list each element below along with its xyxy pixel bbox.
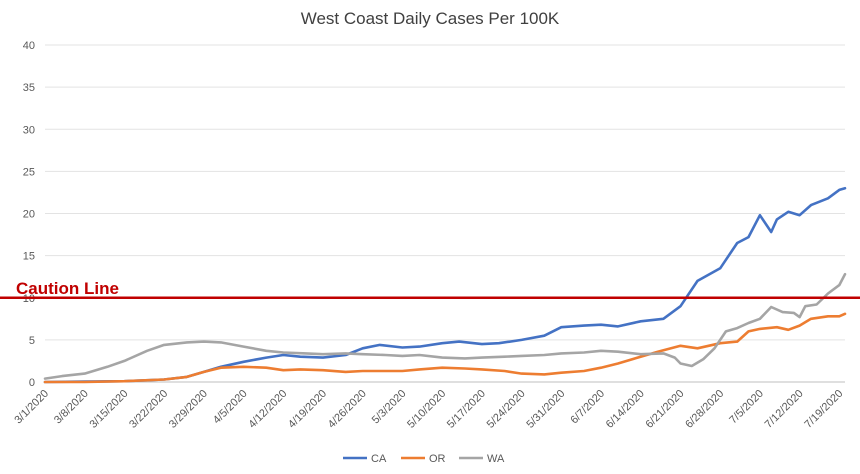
x-tick-label: 3/22/2020 (127, 388, 170, 431)
legend-label-wa: WA (487, 453, 505, 465)
x-tick-label: 7/5/2020 (727, 388, 766, 427)
x-tick-label: 4/19/2020 (286, 388, 329, 431)
y-tick-label: 20 (23, 209, 35, 221)
x-tick-label: 6/7/2020 (568, 388, 607, 427)
x-tick-label: 3/15/2020 (87, 388, 130, 431)
y-tick-label: 30 (23, 124, 35, 136)
y-tick-label: 40 (23, 40, 35, 52)
y-tick-label: 0 (29, 377, 35, 389)
x-tick-label: 5/3/2020 (370, 388, 409, 427)
x-tick-label: 4/5/2020 (211, 388, 250, 427)
chart-title: West Coast Daily Cases Per 100K (301, 9, 560, 28)
series-line-or (43, 312, 847, 384)
caution-line-label: Caution Line (16, 279, 119, 298)
x-tick-label: 5/17/2020 (445, 388, 488, 431)
x-tick-label: 7/19/2020 (802, 388, 845, 431)
x-tick-label: 3/29/2020 (167, 388, 210, 431)
x-tick-label: 3/1/2020 (12, 388, 51, 427)
caution-reference: Caution Line (0, 279, 860, 300)
x-tick-label: 4/26/2020 (326, 388, 369, 431)
legend: CA OR WA (343, 453, 505, 465)
series-line-ca (43, 186, 847, 384)
x-tick-label: 6/21/2020 (643, 388, 686, 431)
x-tick-label: 6/28/2020 (683, 388, 726, 431)
x-tick-label: 7/12/2020 (763, 388, 806, 431)
y-axis-ticks: 0510152025303540 (23, 40, 35, 389)
series-line-wa (43, 272, 847, 380)
y-tick-label: 35 (23, 82, 35, 94)
series-lines (43, 186, 847, 384)
x-tick-label: 3/8/2020 (52, 388, 91, 427)
x-tick-label: 5/24/2020 (485, 388, 528, 431)
y-tick-label: 5 (29, 335, 35, 347)
x-tick-label: 5/31/2020 (524, 388, 567, 431)
legend-label-ca: CA (371, 453, 387, 465)
y-tick-label: 15 (23, 251, 35, 263)
y-tick-label: 25 (23, 166, 35, 178)
x-tick-label: 5/10/2020 (405, 388, 448, 431)
x-tick-label: 6/14/2020 (604, 388, 647, 431)
x-axis-ticks: 3/1/2020 3/8/20203/15/20203/22/20203/29/2… (12, 388, 845, 431)
x-tick-label: 4/12/2020 (246, 388, 289, 431)
legend-label-or: OR (429, 453, 446, 465)
